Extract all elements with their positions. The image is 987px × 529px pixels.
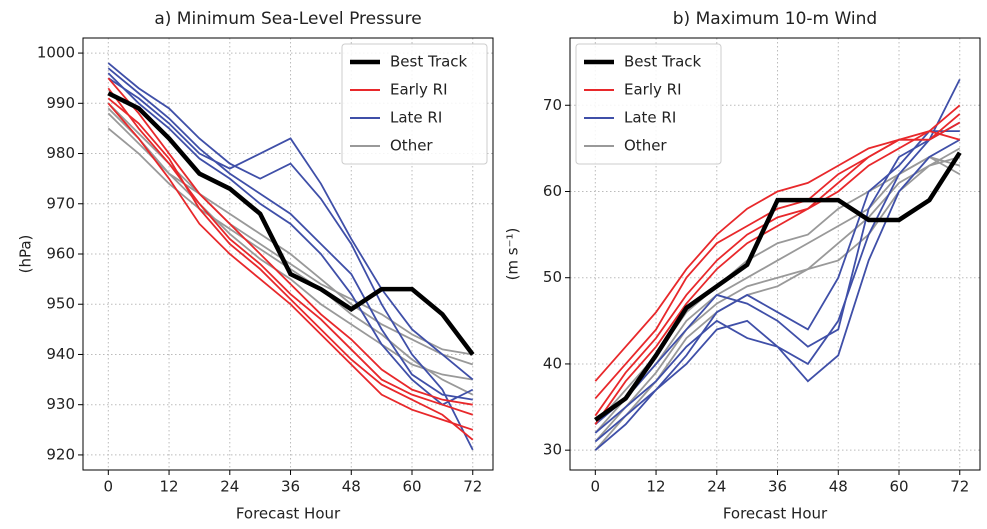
- y-tick-label: 920: [46, 445, 75, 463]
- x-tick-label: 12: [647, 478, 666, 496]
- y-axis-label: (hPa): [17, 235, 35, 274]
- legend-label: Late RI: [624, 109, 676, 127]
- x-tick-label: 0: [104, 478, 114, 496]
- legend-label: Other: [390, 137, 433, 155]
- y-tick-label: 940: [46, 345, 75, 363]
- x-tick-label: 36: [281, 478, 300, 496]
- y-tick-label: 960: [46, 245, 75, 263]
- x-tick-label: 72: [463, 478, 482, 496]
- x-tick-label: 48: [342, 478, 361, 496]
- x-tick-label: 0: [591, 478, 601, 496]
- legend-label: Late RI: [390, 109, 442, 127]
- member-line: [107, 102, 474, 431]
- member-line: [107, 77, 473, 406]
- x-axis-label: Forecast Hour: [236, 505, 341, 523]
- x-tick-label: 48: [829, 478, 848, 496]
- best-track-line: [107, 91, 475, 356]
- legend-box: [341, 43, 488, 165]
- x-tick-label: 60: [889, 478, 908, 496]
- legend-box: [575, 43, 722, 165]
- y-tick-label: 50: [543, 268, 562, 286]
- member-line: [594, 121, 961, 425]
- y-tick-label: 70: [543, 96, 562, 114]
- x-tick-label: 12: [160, 478, 179, 496]
- chart-title: a) Minimum Sea-Level Pressure: [154, 9, 421, 29]
- member-line: [107, 87, 474, 416]
- member-line: [107, 72, 474, 406]
- y-tick-label: 30: [543, 441, 562, 459]
- legend: Best Track Early RI Late RI Other: [341, 43, 488, 165]
- x-axis-label: Forecast Hour: [723, 505, 828, 523]
- x-tick-label: 24: [220, 478, 239, 496]
- legend-label: Best Track: [624, 53, 702, 71]
- plot-frame: [82, 37, 494, 471]
- legend-label: Early RI: [624, 81, 682, 99]
- y-tick-label: 930: [46, 395, 75, 413]
- y-tick-label: 60: [543, 182, 562, 200]
- y-tick-label: 1000: [37, 44, 75, 62]
- legend: Best Track Early RI Late RI Other: [575, 43, 722, 165]
- x-tick-label: 36: [768, 478, 787, 496]
- member-line: [107, 67, 473, 401]
- y-tick-label: 980: [46, 144, 75, 162]
- best-track-line: [594, 151, 962, 422]
- x-tick-label: 60: [402, 478, 421, 496]
- member-line: [107, 127, 474, 396]
- member-line: [107, 97, 474, 441]
- x-tick-label: 72: [950, 478, 969, 496]
- legend-label: Early RI: [390, 81, 448, 99]
- member-line: [107, 107, 473, 381]
- y-tick-label: 990: [46, 94, 75, 112]
- chart-title: b) Maximum 10-m Wind: [673, 9, 877, 29]
- y-tick-label: 950: [46, 295, 75, 313]
- x-tick-label: 24: [707, 478, 726, 496]
- y-axis-label: (m s⁻¹): [504, 228, 522, 281]
- member-line: [107, 62, 474, 451]
- y-tick-label: 970: [46, 194, 75, 212]
- y-tick-label: 40: [543, 354, 562, 372]
- legend-label: Other: [624, 137, 667, 155]
- member-line: [594, 113, 961, 425]
- member-line: [594, 130, 960, 417]
- legend-label: Best Track: [390, 53, 468, 71]
- plot-frame: [569, 37, 981, 471]
- member-line: [594, 130, 960, 451]
- member-line: [107, 77, 474, 381]
